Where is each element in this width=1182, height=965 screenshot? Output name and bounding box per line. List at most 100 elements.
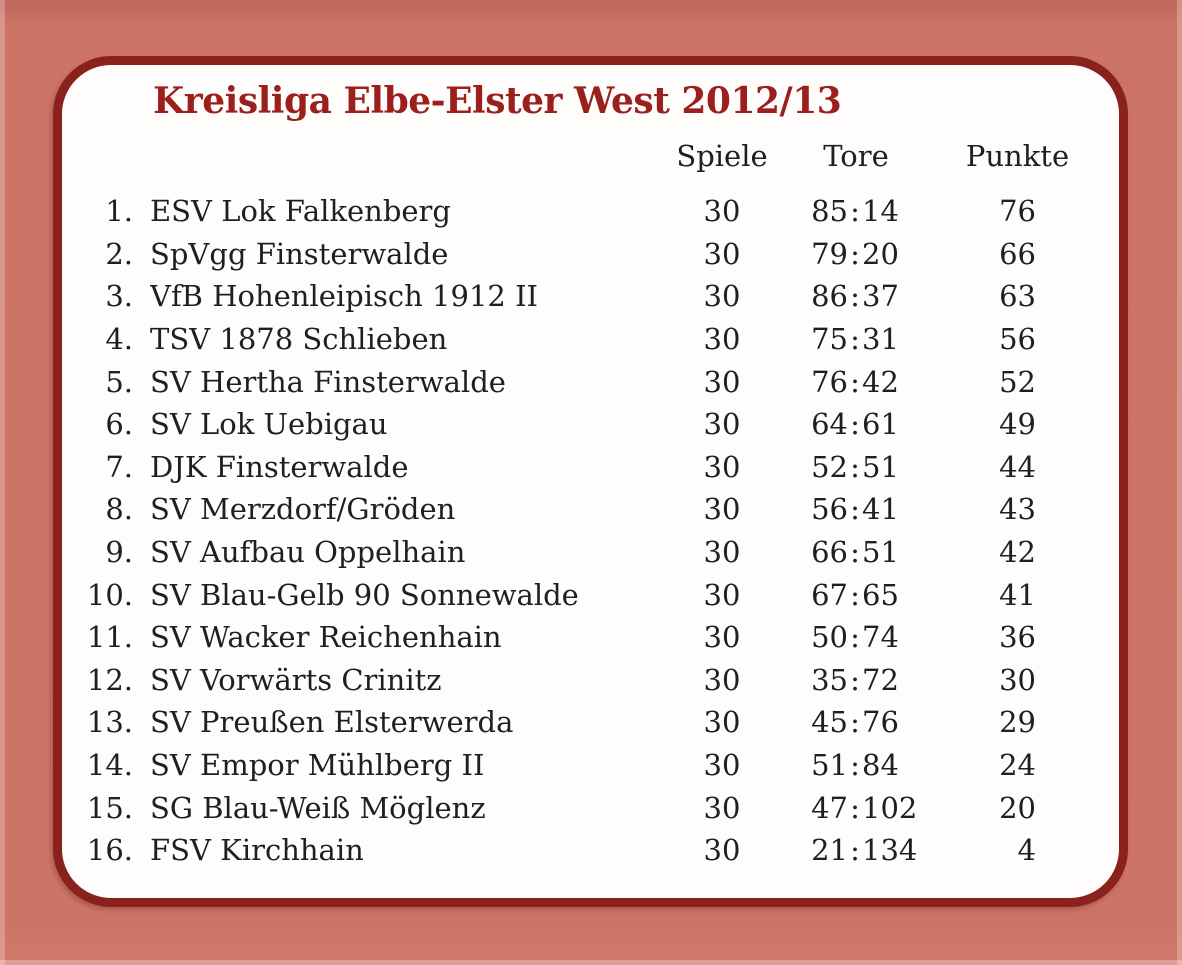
tore-cell: 50 : 74 <box>784 620 928 654</box>
goals-separator: : <box>850 194 860 229</box>
goals-for-value: 45 <box>811 705 848 740</box>
punkte-cell: 29 <box>999 705 1036 740</box>
goals-separator: : <box>850 407 860 442</box>
goals-for-value: 47 <box>811 790 848 825</box>
rank-cell: 1. <box>105 194 133 229</box>
team-name: SV Vorwärts Crinitz <box>150 662 442 697</box>
goals-for-value: 75 <box>811 322 848 357</box>
spiele-cell: 30 <box>703 322 741 357</box>
table-row: 4. TSV 1878 Schlieben 30 75 : 31 56 <box>62 318 1102 361</box>
goals-separator: : <box>850 662 860 697</box>
tore-cell: 21 : 134 <box>784 833 928 867</box>
goals-separator: : <box>850 790 860 825</box>
team-name: SpVgg Finsterwalde <box>150 236 449 271</box>
punkte-cell: 24 <box>999 748 1036 783</box>
team-name: DJK Finsterwalde <box>150 449 409 484</box>
tore-cell: 75 : 31 <box>784 322 928 356</box>
spiele-cell: 30 <box>703 662 741 697</box>
rank-cell: 9. <box>105 535 133 570</box>
table-row: 16. FSV Kirchhain 30 21 : 134 4 <box>62 829 1102 872</box>
team-name: ESV Lok Falkenberg <box>150 194 451 229</box>
spiele-cell: 30 <box>703 705 741 740</box>
punkte-cell: 30 <box>999 662 1036 697</box>
goals-for-value: 79 <box>811 236 848 271</box>
spiele-cell: 30 <box>703 492 741 527</box>
goals-for-value: 64 <box>811 407 848 442</box>
tore-cell: 79 : 20 <box>784 237 928 271</box>
goals-against-value: 76 <box>862 705 899 740</box>
punkte-cell: 36 <box>999 620 1036 655</box>
table-row: 13. SV Preußen Elsterwerda 30 45 : 76 29 <box>62 701 1102 744</box>
punkte-cell: 56 <box>999 322 1036 357</box>
spiele-cell: 30 <box>703 407 741 442</box>
table-row: 1. ESV Lok Falkenberg 30 85 : 14 76 <box>62 190 1102 233</box>
goals-separator: : <box>850 833 860 868</box>
table-row: 2. SpVgg Finsterwalde 30 79 : 20 66 <box>62 233 1102 276</box>
goals-for-value: 56 <box>811 492 848 527</box>
goals-separator: : <box>850 492 860 527</box>
team-name: SV Lok Uebigau <box>150 407 388 442</box>
punkte-cell: 41 <box>999 577 1036 612</box>
tore-cell: 66 : 51 <box>784 535 928 569</box>
rank-cell: 11. <box>86 620 133 655</box>
tore-cell: 51 : 84 <box>784 748 928 782</box>
goals-against-value: 37 <box>862 279 899 314</box>
spiele-cell: 30 <box>703 535 741 570</box>
punkte-cell: 42 <box>999 535 1036 570</box>
goals-separator: : <box>850 364 860 399</box>
punkte-cell: 52 <box>999 364 1036 399</box>
table-row: 15. SG Blau-Weiß Möglenz 30 47 : 102 20 <box>62 786 1102 829</box>
tore-cell: 64 : 61 <box>784 407 928 441</box>
table-row: 11. SV Wacker Reichenhain 30 50 : 74 36 <box>62 616 1102 659</box>
goals-separator: : <box>850 748 860 783</box>
rank-cell: 10. <box>86 577 133 612</box>
goals-separator: : <box>850 620 860 655</box>
tore-cell: 35 : 72 <box>784 663 928 697</box>
team-name: TSV 1878 Schlieben <box>150 322 448 357</box>
spiele-cell: 30 <box>703 364 741 399</box>
spiele-cell: 30 <box>703 279 741 314</box>
team-name: SV Preußen Elsterwerda <box>150 705 514 740</box>
tore-cell: 52 : 51 <box>784 450 928 484</box>
goals-separator: : <box>850 236 860 271</box>
table-row: 12. SV Vorwärts Crinitz 30 35 : 72 30 <box>62 659 1102 702</box>
goals-against-value: 51 <box>862 449 899 484</box>
table-header: Spiele Tore Punkte <box>62 134 1102 178</box>
goals-separator: : <box>850 449 860 484</box>
tore-cell: 86 : 37 <box>784 279 928 313</box>
rank-cell: 3. <box>105 279 133 314</box>
table-row: 9. SV Aufbau Oppelhain 30 66 : 51 42 <box>62 531 1102 574</box>
goals-for-value: 66 <box>811 535 848 570</box>
goals-against-value: 84 <box>862 748 899 783</box>
punkte-cell: 43 <box>999 492 1036 527</box>
goals-for-value: 21 <box>811 833 848 868</box>
team-name: VfB Hohenleipisch 1912 II <box>150 279 538 314</box>
goals-against-value: 51 <box>862 535 899 570</box>
goals-against-value: 65 <box>862 577 899 612</box>
table-row: 8. SV Merzdorf/Gröden 30 56 : 41 43 <box>62 488 1102 531</box>
team-name: SV Hertha Finsterwalde <box>150 364 506 399</box>
goals-separator: : <box>850 705 860 740</box>
goals-separator: : <box>850 279 860 314</box>
team-name: SV Merzdorf/Gröden <box>150 492 456 527</box>
rank-cell: 7. <box>105 449 133 484</box>
table-row: 5. SV Hertha Finsterwalde 30 76 : 42 52 <box>62 360 1102 403</box>
rank-cell: 4. <box>105 322 133 357</box>
tore-cell: 45 : 76 <box>784 705 928 739</box>
team-name: SV Aufbau Oppelhain <box>150 535 466 570</box>
column-header-tore: Tore <box>823 139 889 173</box>
goals-against-value: 20 <box>862 236 899 271</box>
tore-cell: 56 : 41 <box>784 492 928 526</box>
team-name: SG Blau-Weiß Möglenz <box>150 790 486 825</box>
punkte-cell: 4 <box>1017 833 1036 868</box>
punkte-cell: 20 <box>999 790 1036 825</box>
rank-cell: 16. <box>86 833 133 868</box>
goals-for-value: 52 <box>811 449 848 484</box>
spiele-cell: 30 <box>703 577 741 612</box>
spiele-cell: 30 <box>703 833 741 868</box>
spiele-cell: 30 <box>703 236 741 271</box>
goals-against-value: 72 <box>862 662 899 697</box>
rank-cell: 6. <box>105 407 133 442</box>
punkte-cell: 49 <box>999 407 1036 442</box>
spiele-cell: 30 <box>703 790 741 825</box>
